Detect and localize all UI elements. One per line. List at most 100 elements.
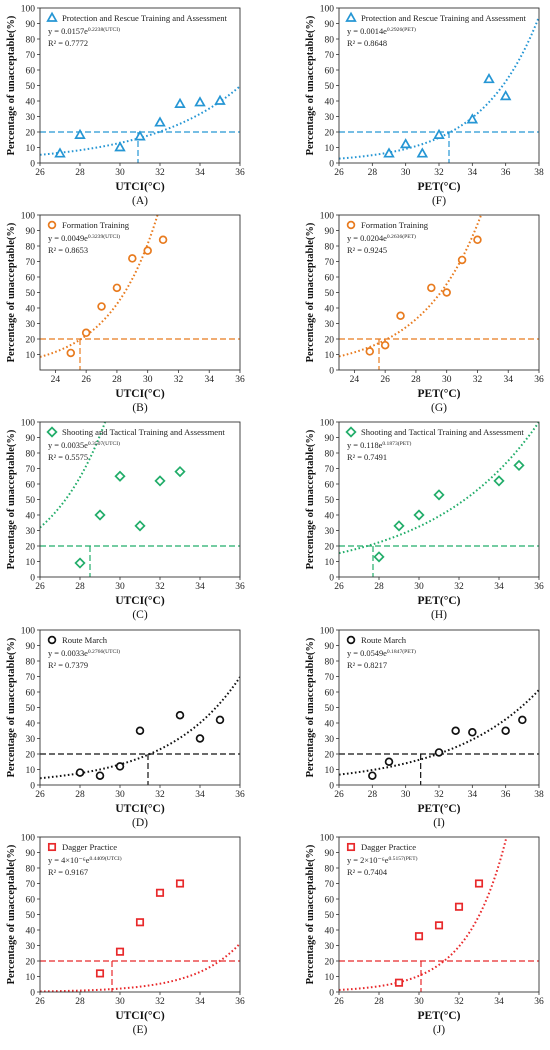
fit-equation: y = 0.118e0.1873(PET): [347, 440, 412, 450]
x-tick-label: 30: [414, 997, 424, 1007]
y-tick-label: 40: [325, 511, 335, 521]
y-tick-label: 20: [26, 128, 36, 138]
x-tick-label: 32: [454, 582, 464, 592]
y-tick-label: 70: [325, 465, 335, 475]
fit-equation: y = 0.0157e0.2238(UTCI): [48, 26, 120, 36]
x-tick-label: 26: [334, 790, 344, 800]
y-tick-label: 60: [26, 480, 36, 490]
y-tick-label: 10: [325, 144, 335, 154]
data-point: [154, 475, 166, 487]
panel-label: (H): [431, 609, 447, 621]
data-point: [194, 96, 206, 107]
y-tick-label: 80: [26, 657, 36, 667]
data-point: [433, 489, 445, 501]
y-tick-label: 70: [325, 51, 335, 61]
y-tick-label: 50: [26, 704, 36, 714]
y-tick-label: 60: [26, 895, 36, 905]
x-tick-label: 24: [350, 375, 360, 385]
data-point: [154, 116, 166, 127]
x-axis-title: UTCI(°C): [115, 1010, 164, 1022]
data-point: [442, 288, 451, 297]
y-tick-label: 90: [26, 849, 36, 859]
x-tick-label: 30: [143, 375, 153, 385]
y-tick-label: 80: [325, 657, 335, 667]
y-tick-label: 80: [325, 864, 335, 874]
x-tick-label: 28: [75, 790, 85, 800]
data-point: [214, 94, 226, 105]
x-tick-label: 26: [334, 997, 344, 1007]
data-point: [413, 509, 425, 521]
y-tick-label: 10: [325, 351, 335, 361]
data-point: [134, 130, 146, 141]
legend-label: Shooting and Tactical Training and Asses…: [361, 427, 524, 437]
fit-equation: y = 0.0204e0.2636(PET): [347, 233, 416, 243]
y-tick-label: 20: [325, 128, 335, 138]
x-tick-label: 30: [115, 168, 125, 178]
data-point: [513, 459, 525, 472]
data-point: [135, 918, 145, 927]
legend-marker: [346, 220, 356, 230]
x-tick-label: 36: [534, 997, 544, 1007]
y-tick-label: 30: [26, 735, 36, 745]
legend-marker: [346, 842, 356, 852]
y-tick-label: 60: [325, 66, 335, 76]
y-tick-label: 0: [329, 573, 334, 583]
x-axis-title: UTCI(°C): [115, 803, 164, 815]
x-tick-label: 36: [501, 168, 511, 178]
x-tick-label: 28: [368, 168, 378, 178]
y-axis-title: Percentage of unacceptable(%): [6, 429, 17, 569]
legend-marker: [46, 426, 58, 438]
x-tick-label: 28: [75, 168, 85, 178]
data-point: [134, 520, 146, 532]
chart-panel-f: 26 28 30 32 34 36 38 0 10 20 30 40 50 60 70 80 90 100 PET(…: [305, 4, 544, 207]
fit-equation: y = 0.0549e0.1847(PET): [347, 648, 416, 658]
legend-label: Formation Training: [62, 220, 130, 230]
x-tick-label: 30: [414, 582, 424, 592]
y-tick-label: 30: [26, 527, 36, 537]
y-tick-label: 30: [325, 320, 335, 330]
y-axis-title: Percentage of unacceptable(%): [305, 222, 316, 362]
data-point: [454, 902, 464, 911]
legend-label: Protection and Rescue Training and Asses…: [361, 13, 527, 23]
data-point: [54, 147, 66, 158]
x-tick-label: 34: [195, 790, 205, 800]
fit-equation-exponent: 0.1873(PET): [382, 440, 411, 447]
y-tick-label: 50: [26, 496, 36, 506]
x-tick-label: 34: [503, 375, 513, 385]
y-axis-title: Percentage of unacceptable(%): [305, 844, 316, 984]
fit-equation-exponent: 0.3239(UTCI): [88, 233, 120, 240]
data-point: [451, 726, 460, 735]
y-tick-label: 40: [325, 926, 335, 936]
y-tick-label: 10: [26, 351, 36, 361]
data-point: [215, 715, 225, 725]
y-tick-label: 100: [21, 626, 36, 636]
panel-label: (D): [132, 817, 148, 829]
y-tick-label: 40: [26, 511, 36, 521]
data-point: [114, 141, 126, 152]
data-point: [158, 235, 168, 245]
y-tick-label: 50: [325, 704, 335, 714]
y-tick-label: 40: [325, 304, 335, 314]
y-tick-label: 40: [26, 304, 36, 314]
x-tick-label: 32: [155, 582, 165, 592]
y-tick-label: 0: [329, 366, 334, 376]
fit-curve: [339, 422, 539, 555]
data-point: [466, 113, 479, 124]
y-tick-label: 20: [26, 335, 36, 345]
data-point: [95, 771, 105, 780]
x-axis-title: PET(°C): [418, 595, 461, 607]
panel-label: (J): [433, 1024, 445, 1036]
legend-label: Shooting and Tactical Training and Asses…: [62, 427, 225, 437]
data-point: [434, 748, 444, 757]
y-tick-label: 10: [26, 144, 36, 154]
y-tick-label: 20: [26, 542, 36, 552]
data-point: [74, 128, 86, 139]
fit-curve: [40, 85, 240, 156]
data-point: [174, 97, 186, 108]
y-tick-label: 50: [325, 289, 335, 299]
x-tick-label: 28: [112, 375, 122, 385]
x-tick-label: 32: [174, 375, 184, 385]
x-tick-label: 26: [35, 582, 45, 592]
y-tick-label: 80: [325, 242, 335, 252]
chart-panel-c: 26 28 30 32 34 36 0 10 20 30 40 50 60 70 80 90 100 UTCI(°…: [6, 418, 245, 621]
